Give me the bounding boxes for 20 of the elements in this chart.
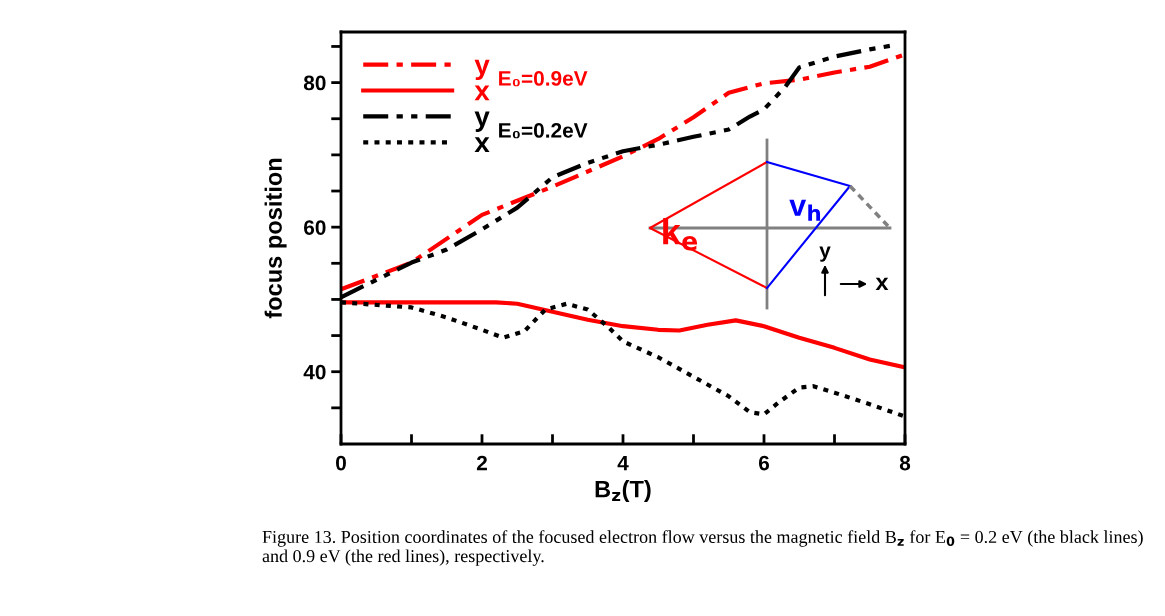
x-axis-title: B$_{z}$(T): [595, 480, 651, 503]
y-tick-label: 60: [304, 220, 326, 235]
y-tick-label: 40: [303, 364, 326, 380]
annotation: E₀=0.2eV: [499, 123, 588, 139]
x-tick-label: 2: [476, 455, 487, 471]
legend-label: x: [474, 85, 490, 101]
text: Figure 13. Position coordinates of the focused electron flow versus the magnetic field B$_{z}$ for E$_{0}$ = 0.2 eV (the black lines) and 0.9 eV (the red lines), respectively.: [262, 530, 1143, 566]
y-tick-label: 80: [303, 75, 326, 91]
y-axis-title: focus position: [264, 158, 287, 319]
legend-label: y: [474, 111, 490, 132]
annotation: E₀=0.9eV: [499, 71, 588, 87]
x-tick-label: 6: [758, 455, 770, 471]
legend-label: x: [474, 137, 490, 153]
annotation: v$_{h}$: [789, 199, 821, 221]
legend-label: y: [474, 59, 490, 81]
annotation: y: [819, 246, 831, 262]
x-tick-label: 0: [336, 455, 346, 471]
x-tick-label: 8: [899, 455, 911, 471]
annotation: x: [875, 277, 889, 291]
x-tick-label: 4: [617, 455, 629, 471]
